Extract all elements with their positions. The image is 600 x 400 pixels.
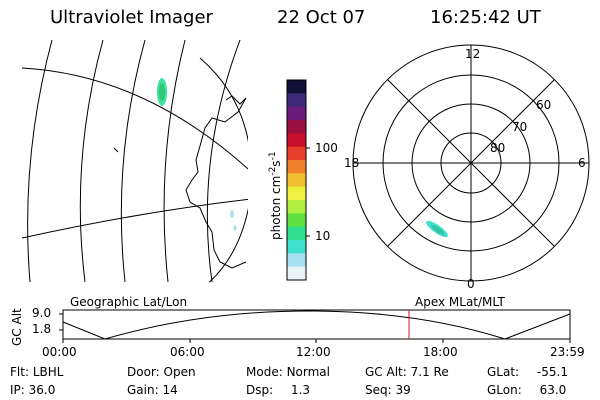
altitude-xtick: 23:59	[550, 345, 585, 359]
info-glon: GLon: 63.0	[487, 383, 567, 397]
colorbar-segment	[287, 213, 306, 228]
colorbar-segment	[287, 80, 306, 94]
colorbar-segment	[287, 106, 306, 121]
map-lat-line	[22, 198, 248, 239]
header-time: 16:25:42 UT	[430, 7, 541, 28]
app-title: Ultraviolet Imager	[50, 7, 213, 28]
altitude-curve	[62, 310, 571, 340]
coastline	[185, 95, 247, 269]
polar-lat-label: 60	[536, 98, 552, 112]
map-aurora-spot	[230, 210, 234, 218]
colorbar-segment	[287, 133, 306, 148]
colorbar-tick-label: 100	[315, 141, 338, 155]
colorbar-segment	[287, 120, 306, 134]
colorbar-segment	[287, 226, 306, 241]
info-dsp: Dsp: 1.3	[246, 383, 311, 397]
map-lon-line	[79, 40, 104, 282]
polar-hour-label: 18	[344, 156, 360, 170]
header-date: 22 Oct 07	[277, 7, 366, 28]
polar-lat-label: 70	[512, 120, 528, 134]
altitude-ytick: 9.0	[32, 306, 52, 320]
polar-plot	[352, 44, 590, 282]
polar-lat-label: 80	[490, 141, 506, 155]
info-gain: Gain: 14	[127, 383, 178, 397]
colorbar-segment	[287, 160, 306, 174]
map-lon-line	[163, 40, 186, 282]
colorbar-segment	[287, 266, 306, 281]
colorbar-segment	[287, 240, 306, 254]
altitude-ytick: 1.8	[32, 322, 52, 336]
altitude-ylabel: GC Alt	[10, 308, 24, 346]
colorbar-segment	[287, 93, 306, 108]
colorbar	[287, 80, 306, 281]
colorbar-segment	[287, 173, 306, 188]
map-lon-line	[27, 40, 53, 282]
info-door: Door: Open	[127, 365, 196, 379]
info-glat: GLat: -55.1	[487, 365, 568, 379]
polar-hour-label: 6	[578, 156, 586, 170]
map-lon-line	[206, 40, 241, 282]
polar-diagonal	[387, 79, 555, 247]
altitude-xtick: 12:00	[296, 345, 331, 359]
colorbar-unit-label: photon cm-2s-1	[268, 151, 283, 240]
geographic-map	[22, 40, 248, 282]
info-gc-alt: GC Alt: 7.1 Re	[365, 365, 449, 379]
info-ip: IP: 36.0	[10, 383, 56, 397]
map-lon-line	[120, 40, 146, 282]
colorbar-segment	[287, 146, 306, 161]
polar-hour-label: 12	[465, 47, 481, 61]
altitude-plot-frame	[62, 309, 571, 340]
polar-label: Apex MLat/MLT	[415, 295, 505, 309]
colorbar-segment	[287, 186, 306, 201]
info-seq: Seq: 39	[365, 383, 411, 397]
coastline-island	[113, 147, 119, 153]
info-flt: Flt: LBHL	[10, 365, 64, 379]
map-lat-line	[22, 67, 248, 170]
colorbar-tick-label: 10	[315, 229, 331, 243]
altitude-xtick: 06:00	[170, 345, 205, 359]
altitude-xtick: 18:00	[423, 345, 458, 359]
colorbar-segment	[287, 253, 306, 268]
polar-hour-label: 0	[467, 277, 475, 291]
colorbar-segment	[287, 200, 306, 214]
info-mode: Mode: Normal	[246, 365, 330, 379]
altitude-xtick: 00:00	[42, 345, 77, 359]
map-label: Geographic Lat/Lon	[70, 295, 188, 309]
earth-limb	[199, 57, 248, 282]
colorbar-frame	[286, 79, 307, 281]
